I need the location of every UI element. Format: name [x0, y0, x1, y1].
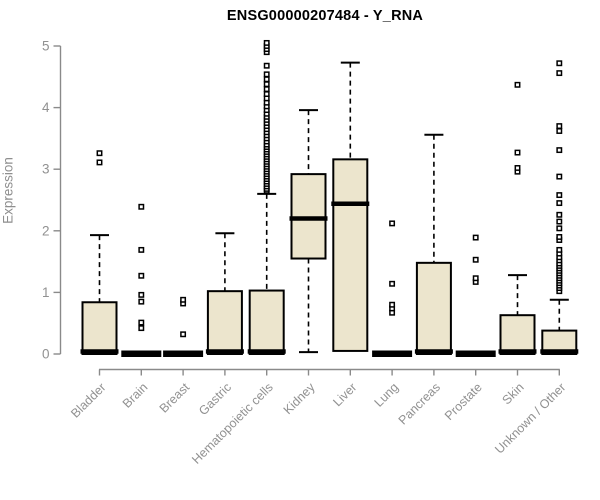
- outlier-point: [472, 256, 479, 263]
- outlier-point: [263, 86, 270, 93]
- x-tick-label: Bladder: [68, 380, 108, 420]
- outlier-point: [556, 246, 563, 253]
- x-tick-label: Lung: [372, 380, 402, 410]
- box-8: [415, 261, 452, 355]
- outlier-point: [556, 123, 563, 130]
- outlier-point: [556, 192, 563, 199]
- outlier-point: [138, 319, 145, 326]
- x-tick-label: Gastric: [196, 380, 234, 418]
- outlier-point: [138, 291, 145, 298]
- outlier-point: [556, 147, 563, 154]
- box-10: [499, 314, 536, 355]
- outlier-point: [138, 298, 145, 305]
- box-4: [248, 289, 285, 355]
- x-tick-label: Pancreas: [396, 380, 443, 427]
- outlier-point: [138, 203, 145, 210]
- outlier-point: [556, 225, 563, 232]
- outlier-point: [263, 81, 270, 88]
- outlier-point: [556, 200, 563, 207]
- x-tick-label: Unknown / Other: [492, 380, 568, 456]
- outlier-point: [263, 76, 270, 83]
- outlier-point: [389, 280, 396, 287]
- x-tick-label: Hematopoietic cells: [189, 380, 276, 467]
- outlier-point: [138, 246, 145, 253]
- x-tick-label: Skin: [500, 380, 527, 407]
- outlier-point: [556, 173, 563, 180]
- outlier-point: [138, 272, 145, 279]
- y-tick-label: 4: [42, 100, 50, 115]
- y-tick-label: 1: [42, 285, 50, 300]
- x-tick-label: Prostate: [442, 380, 485, 423]
- chart-title: ENSG00000207484 - Y_RNA: [226, 8, 424, 24]
- outlier-point: [389, 301, 396, 308]
- outlier-point: [180, 296, 187, 303]
- box-6: [332, 158, 369, 352]
- x-tick-label: Liver: [330, 380, 359, 409]
- outlier-point: [556, 211, 563, 218]
- outlier-point: [556, 234, 563, 240]
- y-tick-label: 2: [42, 223, 50, 238]
- collapsed-box-7: [372, 350, 413, 357]
- outlier-point: [514, 149, 521, 156]
- y-tick-label: 3: [42, 162, 50, 177]
- outlier-point: [514, 165, 521, 171]
- outlier-point: [263, 39, 270, 46]
- outlier-point: [556, 128, 563, 134]
- outlier-point: [96, 159, 103, 166]
- outlier-point: [472, 275, 479, 282]
- outlier-point: [138, 325, 145, 332]
- outlier-point: [389, 220, 396, 227]
- outlier-point: [514, 81, 521, 88]
- x-tick-label: Breast: [157, 380, 193, 416]
- box-11: [541, 329, 578, 356]
- outlier-point: [96, 150, 103, 157]
- y-tick-label: 5: [42, 39, 50, 54]
- collapsed-box-9: [455, 350, 496, 357]
- outlier-point: [180, 331, 187, 338]
- collapsed-box-2: [163, 350, 204, 357]
- box-3: [206, 290, 243, 355]
- x-tick-label: Brain: [120, 380, 151, 411]
- outlier-point: [263, 91, 270, 97]
- y-tick-label: 0: [42, 347, 50, 362]
- outlier-point: [556, 70, 563, 77]
- collapsed-box-1: [121, 350, 162, 357]
- outlier-point: [263, 71, 270, 78]
- outlier-point: [556, 218, 563, 225]
- box-0: [81, 301, 118, 356]
- outlier-point: [472, 234, 479, 241]
- outlier-point: [556, 60, 563, 67]
- x-tick-label: Kidney: [281, 380, 318, 417]
- outlier-point: [263, 62, 270, 69]
